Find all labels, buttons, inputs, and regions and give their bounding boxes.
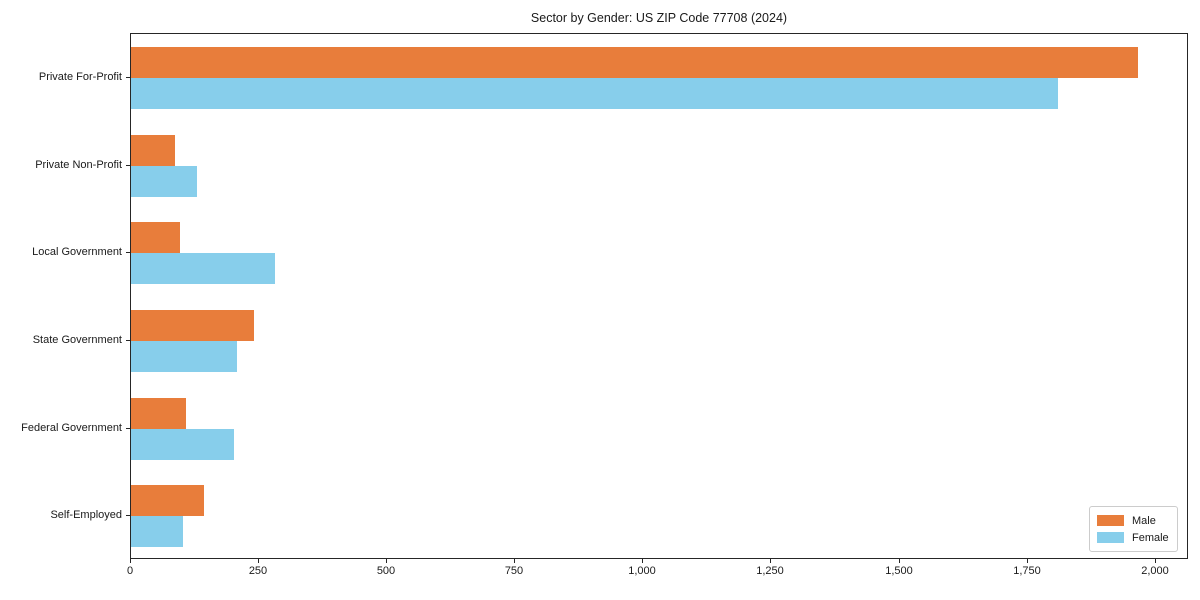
legend-swatch-male — [1097, 515, 1124, 526]
legend-label-female: Female — [1132, 531, 1169, 544]
y-axis-label-state-government: State Government — [32, 334, 122, 346]
bar-female-self-employed — [131, 516, 184, 547]
x-tick-mark — [258, 559, 259, 563]
bar-female-local-government — [131, 253, 275, 284]
legend-label-male: Male — [1132, 514, 1156, 527]
bar-female-state-government — [131, 341, 238, 372]
bar-male-federal-government — [131, 398, 187, 429]
x-tick-label: 1,250 — [756, 565, 784, 577]
bar-male-local-government — [131, 222, 180, 253]
bar-female-private-for-profit — [131, 78, 1059, 109]
x-tick-label: 1,500 — [885, 565, 913, 577]
bar-female-private-non-profit — [131, 166, 197, 197]
x-tick-mark — [1027, 559, 1028, 563]
x-tick-mark — [770, 559, 771, 563]
x-tick-label: 0 — [126, 565, 134, 577]
legend-swatch-female — [1097, 532, 1124, 543]
x-tick-mark — [386, 559, 387, 563]
y-axis-label-self-employed: Self-Employed — [50, 509, 122, 521]
x-tick-label: 750 — [504, 565, 524, 577]
bar-female-federal-government — [131, 429, 234, 460]
y-axis-label-local-government: Local Government — [32, 246, 122, 258]
x-tick-label: 1,750 — [1013, 565, 1041, 577]
y-axis-label-private-for-profit: Private For-Profit — [38, 71, 122, 83]
y-tick-mark — [126, 77, 130, 78]
plot-area — [130, 33, 1188, 559]
bar-male-self-employed — [131, 485, 205, 516]
x-tick-mark — [899, 559, 900, 563]
legend-entry-female: Female — [1097, 529, 1169, 546]
x-tick-label: 500 — [376, 565, 396, 577]
chart-title: Sector by Gender: US ZIP Code 77708 (202… — [530, 11, 788, 25]
bar-male-private-for-profit — [131, 47, 1138, 78]
x-tick-mark — [130, 559, 131, 563]
bar-male-state-government — [131, 310, 254, 341]
x-tick-mark — [514, 559, 515, 563]
y-tick-mark — [126, 340, 130, 341]
y-tick-mark — [126, 515, 130, 516]
x-tick-label: 2,000 — [1141, 565, 1169, 577]
x-tick-label: 250 — [248, 565, 268, 577]
x-tick-mark — [1155, 559, 1156, 563]
x-tick-label: 1,000 — [628, 565, 656, 577]
x-tick-mark — [642, 559, 643, 563]
bar-male-private-non-profit — [131, 135, 175, 166]
y-tick-mark — [126, 428, 130, 429]
y-axis-label-private-non-profit: Private Non-Profit — [35, 159, 122, 171]
legend: Male Female — [1089, 506, 1178, 552]
y-tick-mark — [126, 165, 130, 166]
y-axis-label-federal-government: Federal Government — [21, 422, 122, 434]
y-tick-mark — [126, 252, 130, 253]
legend-entry-male: Male — [1097, 512, 1169, 529]
